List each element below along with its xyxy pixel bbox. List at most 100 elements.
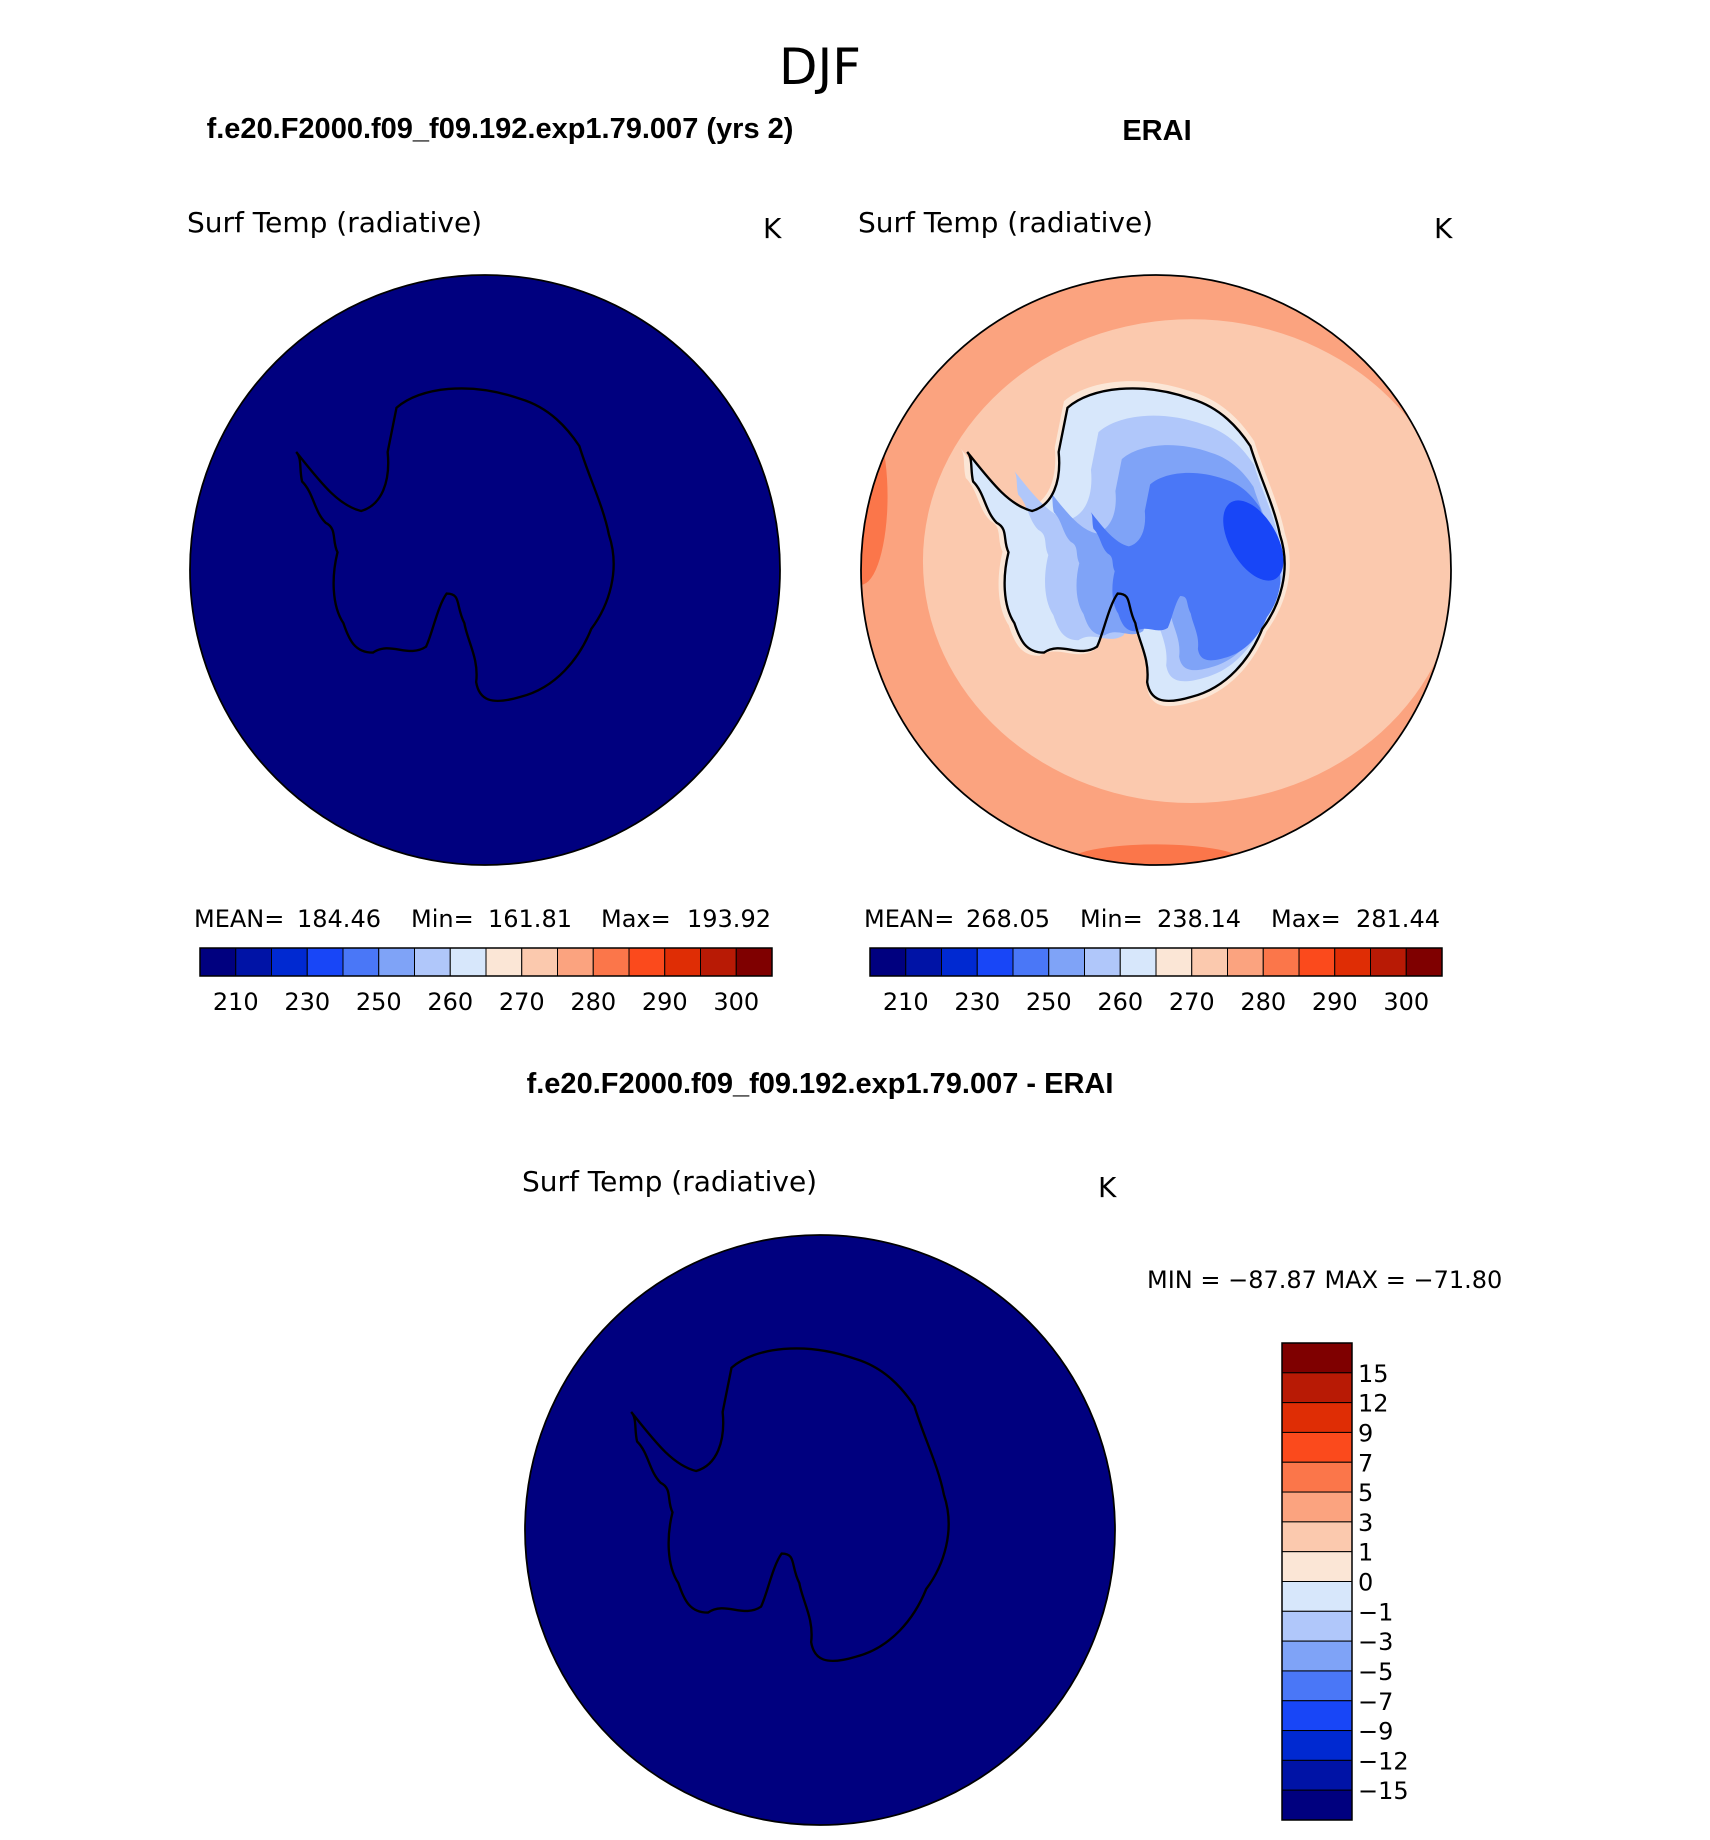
panel2-min-label: Min= <box>1080 905 1143 933</box>
panel3-colorbar-frame <box>1281 1342 1353 1821</box>
panel2-colorbar-segment <box>869 947 907 977</box>
panel3-units: K <box>1098 1171 1117 1204</box>
panel1-map-fill <box>189 274 781 866</box>
panel1-colorbar: 210 230 250 260 270 280 290 300 <box>199 947 773 1016</box>
panel1-colorbar-segment <box>735 947 773 977</box>
panel1-colorbar-segment <box>557 947 594 977</box>
panel3-colorbar-segment <box>1281 1461 1353 1493</box>
panel1-colorbar-segment <box>628 947 666 977</box>
panel2-colorbar-segment <box>976 947 1014 977</box>
panel3-colorbar-segment <box>1281 1521 1353 1553</box>
panel3-colorbar-segment <box>1281 1342 1353 1374</box>
panel2-ocean-warm-bottom <box>1067 844 1245 865</box>
panel2-mean-value: 268.05 <box>966 905 1050 933</box>
panel2-mean-label: MEAN= <box>864 905 954 933</box>
panel1-stats: MEAN= 184.46 Min= 161.81 Max= 193.92 <box>194 905 771 933</box>
panel2-colorbar-tick-label: 270 <box>1169 988 1215 1016</box>
panel3-colorbar-segment <box>1281 1491 1353 1523</box>
panel2-colorbar-segment <box>905 947 942 977</box>
panel1-colorbar-segment <box>485 947 523 977</box>
panel3-colorbar-tick-label: 5 <box>1358 1479 1373 1507</box>
panel3-colorbar-tick-label: 0 <box>1358 1569 1373 1597</box>
panel2-colorbar-segment <box>1334 947 1371 977</box>
panel1-colorbar-tick-label: 280 <box>570 988 616 1016</box>
panel3-colorbar-segment <box>1281 1551 1353 1582</box>
panel3-colorbar-tick-label: −15 <box>1358 1777 1409 1805</box>
panel2-map <box>860 274 1452 866</box>
panel1-colorbar-tick-label: 260 <box>427 988 473 1016</box>
panel1-heading: f.e20.F2000.f09_f09.192.exp1.79.007 (yrs… <box>207 113 794 145</box>
panel2-colorbar-segment <box>1048 947 1085 977</box>
panel1-colorbar-segment <box>664 947 701 977</box>
panel1-max-label: Max= <box>601 905 671 933</box>
panel3-colorbar-tick-label: 3 <box>1358 1509 1373 1537</box>
panel3-colorbar-segment <box>1281 1700 1353 1732</box>
panel1-mean-value: 184.46 <box>297 905 381 933</box>
panel3-colorbar-tick-label: 15 <box>1358 1360 1389 1388</box>
panel2-units: K <box>1434 212 1453 245</box>
panel2-colorbar-segment <box>1119 947 1157 977</box>
panel2-stats: MEAN= 268.05 Min= 238.14 Max= 281.44 <box>864 905 1440 933</box>
panel1-colorbar-segment <box>199 947 237 977</box>
panel2-colorbar-segment <box>1298 947 1336 977</box>
panel1-colorbar-segment <box>271 947 308 977</box>
panel2-colorbar-tick-label: 280 <box>1240 988 1286 1016</box>
panel3-colorbar-segment <box>1281 1730 1353 1761</box>
panel1-colorbar-segment <box>342 947 380 977</box>
panel3-colorbar-segment <box>1281 1402 1353 1433</box>
panel3-colorbar-tick-label: −5 <box>1358 1658 1393 1686</box>
panel3-colorbar-tick-label: 9 <box>1358 1419 1373 1447</box>
panel2-colorbar-tick-label: 230 <box>954 988 1000 1016</box>
panel3-colorbar-segment <box>1281 1759 1353 1791</box>
panel1-colorbar-tick-label: 250 <box>356 988 402 1016</box>
panel3-colorbar-tick-label: 1 <box>1358 1539 1373 1567</box>
panel2-colorbar-segment <box>941 947 978 977</box>
panel2-colorbar: 210 230 250 260 270 280 290 300 <box>869 947 1443 1016</box>
panel3-colorbar-segment <box>1281 1581 1353 1612</box>
panel3-colorbar-tick-label: −7 <box>1358 1688 1393 1716</box>
panel2-min-value: 238.14 <box>1157 905 1241 933</box>
panel3-colorbar-segment <box>1281 1789 1353 1821</box>
panel2-colorbar-segment <box>1012 947 1050 977</box>
panel1-colorbar-segment <box>414 947 451 977</box>
panel3-colorbar-tick-label: −9 <box>1358 1718 1393 1746</box>
panel3-colorbar-tick-label: 12 <box>1358 1390 1389 1418</box>
panel2-colorbar-segment <box>1191 947 1228 977</box>
panel2-colorbar-segment <box>1370 947 1407 977</box>
panel1-min-value: 161.81 <box>488 905 572 933</box>
panel1-colorbar-frame <box>199 947 773 977</box>
panel1-colorbar-tick-label: 300 <box>713 988 759 1016</box>
panel1-units: K <box>763 212 782 245</box>
panel3-colorbar-tick-label: −1 <box>1358 1598 1393 1626</box>
panel1-colorbar-segment <box>449 947 487 977</box>
panel3-colorbar-segment <box>1281 1431 1353 1463</box>
panel2-colorbar-segment <box>1155 947 1193 977</box>
panel2-colorbar-segment <box>1227 947 1264 977</box>
panel2-colorbar-segment <box>1262 947 1300 977</box>
panel1-colorbar-segment <box>521 947 558 977</box>
panel1-colorbar-segment <box>235 947 272 977</box>
panel3-colorbar-segment <box>1281 1610 1353 1642</box>
panel2-colorbar-tick-label: 260 <box>1097 988 1143 1016</box>
panel2-variable: Surf Temp (radiative) <box>858 206 1153 239</box>
panel3-colorbar-tick-label: −3 <box>1358 1628 1393 1656</box>
panel3-heading: f.e20.F2000.f09_f09.192.exp1.79.007 - ER… <box>527 1068 1114 1100</box>
panel3-variable: Surf Temp (radiative) <box>522 1165 817 1198</box>
panel2-colorbar-tick-label: 300 <box>1383 988 1429 1016</box>
panel2-max-label: Max= <box>1271 905 1341 933</box>
panel2-colorbar-segment <box>1084 947 1121 977</box>
panel2-colorbar-frame <box>869 947 1443 977</box>
panel1-colorbar-segment <box>700 947 737 977</box>
panel1-colorbar-tick-label: 270 <box>499 988 545 1016</box>
panel1-min-label: Min= <box>411 905 474 933</box>
panel1-map <box>189 274 781 866</box>
panel3-map <box>525 1235 1116 1826</box>
panel1-max-value: 193.92 <box>687 905 771 933</box>
panel1-colorbar-segment <box>378 947 415 977</box>
panel3-colorbar-tick-label: −12 <box>1358 1747 1409 1775</box>
panel2-colorbar-tick-label: 210 <box>883 988 929 1016</box>
panel1-colorbar-segment <box>592 947 630 977</box>
panel1-mean-label: MEAN= <box>194 905 284 933</box>
